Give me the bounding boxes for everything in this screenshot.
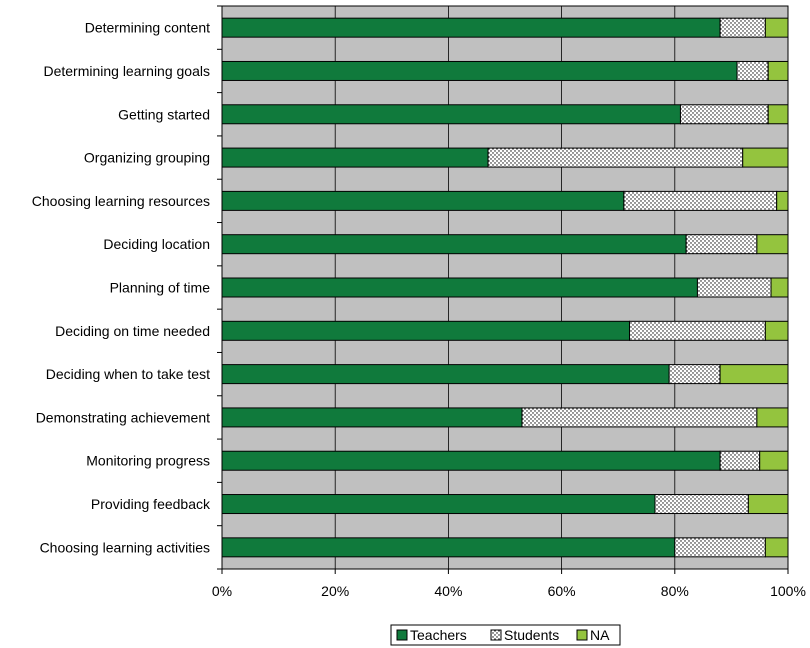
legend-swatch-teachers xyxy=(396,629,408,641)
bar-teachers xyxy=(221,364,670,385)
bar-students xyxy=(736,60,769,81)
bar-na xyxy=(770,277,789,298)
x-tick-label: 60% xyxy=(548,583,576,599)
category-label: Determining content xyxy=(85,20,210,36)
category-label: Determining learning goals xyxy=(43,63,210,79)
bar-students xyxy=(623,190,778,211)
category-label: Choosing learning resources xyxy=(32,193,210,209)
bar-teachers xyxy=(221,320,631,341)
bar-teachers xyxy=(221,60,738,81)
bar-na xyxy=(776,190,789,211)
bars xyxy=(221,17,789,558)
bar-na xyxy=(759,450,789,471)
x-tick-label: 80% xyxy=(661,583,689,599)
category-labels: Determining content Determining learning … xyxy=(32,20,211,556)
bar-students xyxy=(719,17,766,38)
category-label: Demonstrating achievement xyxy=(36,409,210,425)
x-tick-label: 20% xyxy=(321,583,349,599)
legend-label-teachers: Teachers xyxy=(410,627,467,643)
bar-teachers xyxy=(221,537,676,558)
bar-teachers xyxy=(221,494,656,515)
category-label: Deciding location xyxy=(103,236,210,252)
bar-students xyxy=(668,364,721,385)
bar-teachers xyxy=(221,450,721,471)
bar-students xyxy=(629,320,766,341)
bar-students xyxy=(521,407,758,428)
bar-teachers xyxy=(221,147,489,168)
bar-students xyxy=(487,147,744,168)
bar-na xyxy=(764,17,789,38)
category-label: Choosing learning activities xyxy=(40,539,210,555)
category-label: Monitoring progress xyxy=(86,453,210,469)
bar-students xyxy=(685,234,758,255)
bar-teachers xyxy=(221,190,625,211)
legend-swatch-students xyxy=(490,629,502,641)
bar-na xyxy=(747,494,789,515)
legend: Teachers Students NA xyxy=(390,624,621,646)
bar-teachers xyxy=(221,234,687,255)
legend-box xyxy=(390,624,621,646)
bar-students xyxy=(674,537,766,558)
x-tick-label: 40% xyxy=(434,583,462,599)
category-label: Deciding when to take test xyxy=(46,366,210,382)
bar-na xyxy=(756,234,789,255)
bar-teachers xyxy=(221,17,721,38)
bar-students xyxy=(679,104,769,125)
bar-na xyxy=(767,60,789,81)
bar-na xyxy=(756,407,789,428)
bar-na xyxy=(719,364,789,385)
bar-teachers xyxy=(221,407,523,428)
category-label: Deciding on time needed xyxy=(55,323,210,339)
bar-na xyxy=(764,320,789,341)
bar-students xyxy=(654,494,749,515)
bar-na xyxy=(742,147,789,168)
bar-teachers xyxy=(221,277,698,298)
category-label: Organizing grouping xyxy=(84,150,210,166)
x-axis-ticks: 0% 20% 40% 60% 80% 100% xyxy=(212,5,806,599)
bar-teachers xyxy=(221,104,681,125)
bar-na xyxy=(767,104,789,125)
x-tick-label: 100% xyxy=(770,583,806,599)
bar-students xyxy=(719,450,761,471)
bar-students xyxy=(696,277,772,298)
category-label: Getting started xyxy=(118,106,210,122)
legend-label-students: Students xyxy=(504,627,559,643)
x-tick-label: 0% xyxy=(212,583,232,599)
category-label: Planning of time xyxy=(110,280,211,296)
category-label: Providing feedback xyxy=(91,496,211,512)
legend-label-na: NA xyxy=(590,627,610,643)
bar-na xyxy=(764,537,789,558)
legend-swatch-na xyxy=(576,629,588,641)
